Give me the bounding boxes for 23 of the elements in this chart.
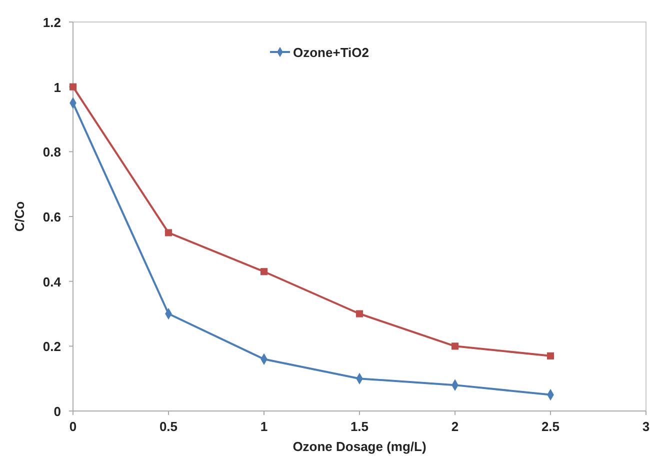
x-tick-label: 1.5	[350, 419, 369, 434]
y-tick-label: 0.8	[42, 144, 61, 160]
y-tick-label: 0.4	[42, 274, 62, 290]
x-tick-label: 0.5	[159, 419, 178, 434]
y-tick-label: 0	[54, 404, 61, 419]
y-axis-title: C/Co	[12, 201, 27, 232]
y-tick-label: 0.2	[42, 339, 61, 354]
x-tick-label: 1	[260, 419, 268, 434]
point	[451, 342, 459, 350]
x-tick-label: 2	[451, 419, 459, 434]
point	[356, 310, 364, 318]
point	[546, 352, 554, 360]
x-tick-label: 0	[69, 419, 77, 434]
point	[69, 83, 77, 90]
point	[164, 229, 172, 236]
x-tick-label: 2.5	[541, 419, 560, 434]
point	[260, 268, 268, 276]
x-tick-label: 3	[642, 419, 650, 434]
y-tick-label: 1	[54, 80, 61, 95]
x-axis-title: Ozone Dosage (mg/L)	[292, 439, 426, 454]
y-tick-label: 1.2	[42, 15, 61, 30]
legend-label: Ozone+TiO2	[293, 45, 369, 60]
y-tick-label: 0.6	[42, 210, 61, 224]
